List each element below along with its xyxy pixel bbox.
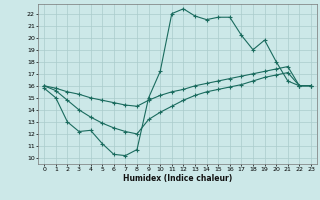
X-axis label: Humidex (Indice chaleur): Humidex (Indice chaleur) bbox=[123, 174, 232, 183]
